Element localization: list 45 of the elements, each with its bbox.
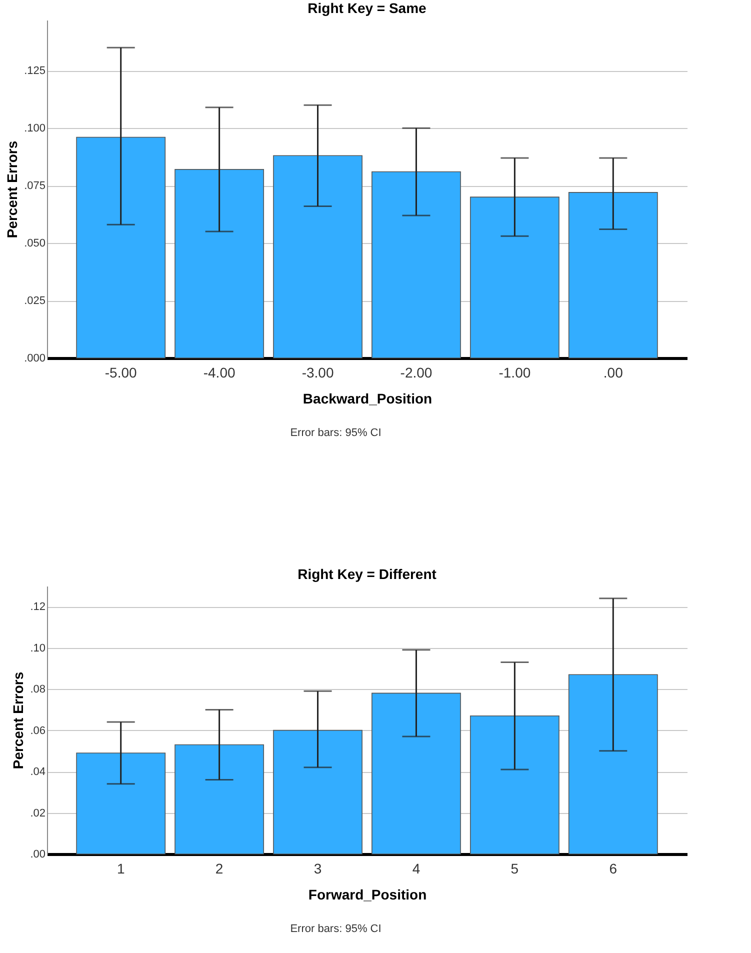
y-tick-label: .04	[30, 766, 46, 778]
y-axis-title: Percent Errors	[10, 672, 26, 770]
bar	[273, 730, 362, 854]
bar	[174, 169, 264, 358]
y-tick-label: .000	[24, 352, 46, 364]
bar	[372, 692, 461, 854]
x-tick-label: 3	[314, 860, 322, 876]
x-tick-label: 1	[116, 860, 125, 876]
bar	[470, 196, 560, 358]
y-tick-label: .125	[24, 65, 46, 78]
chart-title: Right Key = Same	[308, 0, 427, 16]
y-tick-label: .00	[30, 848, 46, 860]
x-tick-label: 4	[412, 860, 420, 876]
bar	[568, 674, 658, 854]
y-tick-label: .025	[24, 295, 46, 308]
y-tick-label: .100	[24, 122, 46, 135]
x-axis-title: Forward_Position	[308, 886, 427, 902]
x-tick-label: -5.00	[104, 364, 138, 380]
y-tick-label: .075	[24, 180, 46, 192]
y-tick-label: .08	[30, 684, 46, 696]
bar	[174, 744, 264, 854]
y-tick-label: .06	[30, 724, 46, 737]
x-tick-label: -1.00	[498, 364, 531, 380]
x-tick-label: .00	[603, 364, 624, 380]
y-tick-label: .02	[30, 807, 46, 820]
bar	[76, 136, 166, 358]
y-tick-label: .050	[24, 238, 46, 250]
chart-title: Right Key = Different	[298, 566, 437, 582]
text: Error bars: 95% CI	[290, 923, 382, 935]
bar	[76, 752, 166, 854]
y-tick-label: .12	[30, 601, 46, 614]
y-tick-label: .10	[30, 642, 46, 654]
bar	[470, 715, 560, 854]
bar	[568, 192, 658, 358]
x-tick-label: 6	[609, 860, 618, 876]
x-axis-title: Backward_Position	[302, 390, 432, 406]
x-tick-label: 5	[510, 860, 519, 876]
x-tick-label: -4.00	[203, 364, 236, 380]
y-axis-title: Percent Errors	[4, 140, 20, 238]
text: Error bars: 95% CI	[290, 427, 382, 439]
x-tick-label: 2	[215, 860, 224, 876]
x-tick-label: -2.00	[400, 364, 432, 380]
bar	[372, 171, 461, 358]
bar	[273, 155, 362, 358]
x-tick-label: -3.00	[302, 364, 334, 380]
